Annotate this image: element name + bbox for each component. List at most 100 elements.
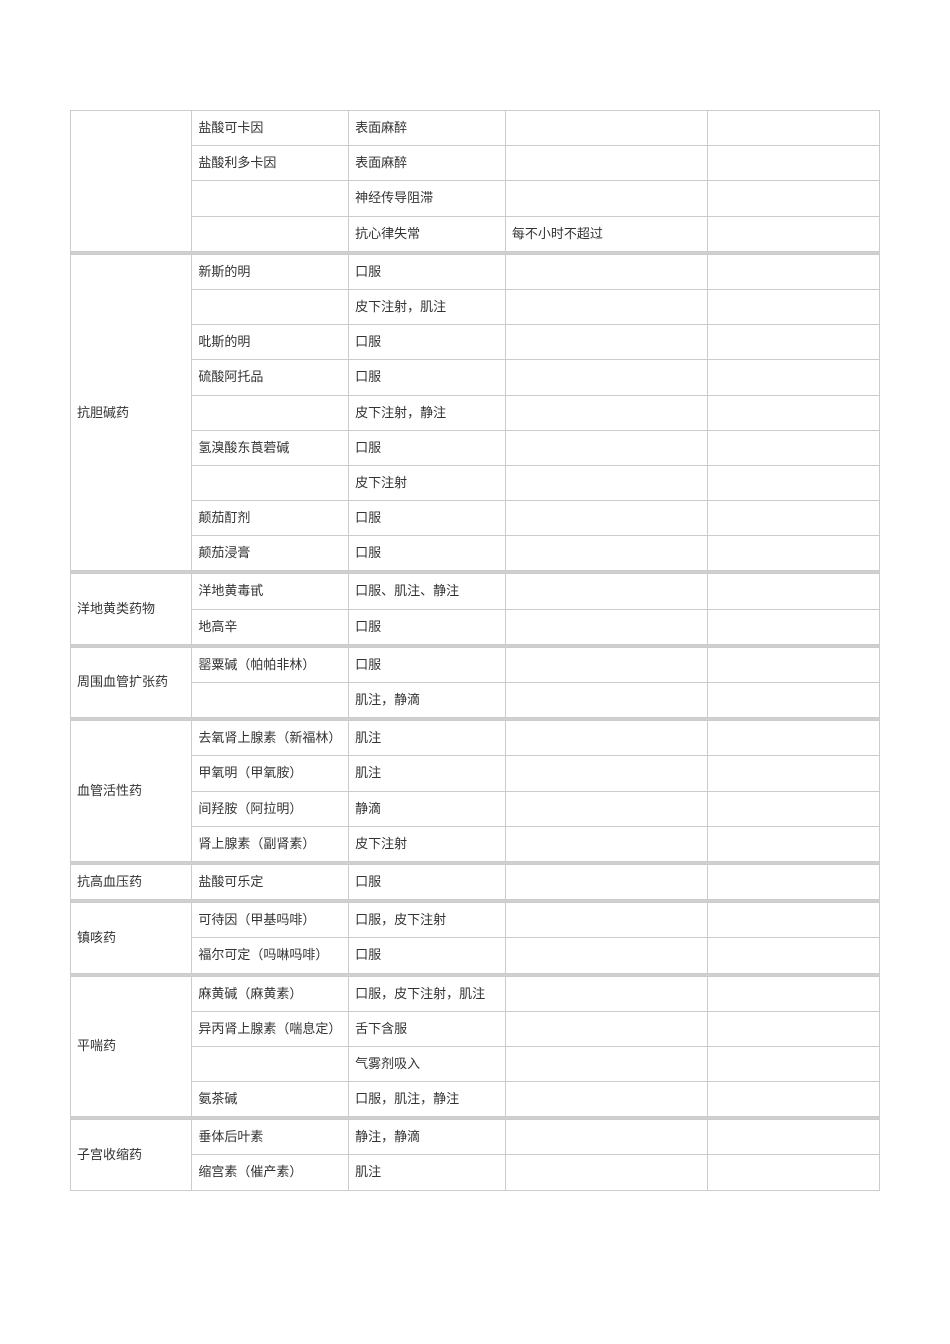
route-cell: 口服 <box>349 864 506 899</box>
drug-name-cell: 麻黄碱（麻黄素） <box>192 976 349 1011</box>
route-cell: 口服 <box>349 430 506 465</box>
note-cell <box>708 903 880 938</box>
dose-cell <box>505 683 707 718</box>
note-cell <box>708 289 880 324</box>
note-cell <box>708 501 880 536</box>
route-cell: 舌下含服 <box>349 1011 506 1046</box>
table-row: 肌注，静滴 <box>71 683 880 718</box>
table-row: 抗高血压药盐酸可乐定口服 <box>71 864 880 899</box>
route-cell: 口服 <box>349 325 506 360</box>
dose-cell <box>505 864 707 899</box>
note-cell <box>708 574 880 609</box>
drug-name-cell: 罂粟碱（帕帕非林） <box>192 647 349 682</box>
drug-name-cell <box>192 181 349 216</box>
drug-name-cell: 肾上腺素（副肾素） <box>192 826 349 861</box>
note-cell <box>708 146 880 181</box>
note-cell <box>708 430 880 465</box>
table-row: 盐酸可卡因表面麻醉 <box>71 111 880 146</box>
route-cell: 表面麻醉 <box>349 146 506 181</box>
route-cell: 肌注 <box>349 756 506 791</box>
note-cell <box>708 325 880 360</box>
route-cell: 静注，静滴 <box>349 1120 506 1155</box>
note-cell <box>708 683 880 718</box>
route-cell: 口服，皮下注射 <box>349 903 506 938</box>
drug-name-cell: 间羟胺（阿拉明） <box>192 791 349 826</box>
table-row: 皮下注射，静注 <box>71 395 880 430</box>
dose-cell <box>505 1082 707 1117</box>
dose-cell <box>505 1120 707 1155</box>
note-cell <box>708 1011 880 1046</box>
dose-cell <box>505 976 707 1011</box>
drug-name-cell: 福尔可定（吗啉吗啡） <box>192 938 349 973</box>
table-row: 颠茄浸膏口服 <box>71 536 880 571</box>
table-row: 皮下注射 <box>71 465 880 500</box>
table-row: 神经传导阻滞 <box>71 181 880 216</box>
table-row: 抗心律失常每不小时不超过 <box>71 216 880 251</box>
dose-cell <box>505 647 707 682</box>
route-cell: 抗心律失常 <box>349 216 506 251</box>
drug-name-cell: 硫酸阿托品 <box>192 360 349 395</box>
table-row: 镇咳药可待因（甲基吗啡）口服，皮下注射 <box>71 903 880 938</box>
route-cell: 口服 <box>349 647 506 682</box>
table-row: 抗胆碱药新斯的明口服 <box>71 254 880 289</box>
category-cell: 洋地黄类药物 <box>71 574 192 644</box>
dose-cell: 每不小时不超过 <box>505 216 707 251</box>
table-row: 血管活性药去氧肾上腺素（新福林）肌注 <box>71 721 880 756</box>
table-row: 间羟胺（阿拉明）静滴 <box>71 791 880 826</box>
note-cell <box>708 1046 880 1081</box>
note-cell <box>708 1120 880 1155</box>
dose-cell <box>505 536 707 571</box>
category-cell: 抗高血压药 <box>71 864 192 899</box>
drug-name-cell: 甲氧明（甲氧胺） <box>192 756 349 791</box>
drug-name-cell: 可待因（甲基吗啡） <box>192 903 349 938</box>
category-cell <box>71 111 192 252</box>
note-cell <box>708 976 880 1011</box>
drug-name-cell: 颠茄浸膏 <box>192 536 349 571</box>
dose-cell <box>505 254 707 289</box>
drug-name-cell: 吡斯的明 <box>192 325 349 360</box>
note-cell <box>708 791 880 826</box>
drug-name-cell: 新斯的明 <box>192 254 349 289</box>
route-cell: 静滴 <box>349 791 506 826</box>
note-cell <box>708 647 880 682</box>
dose-cell <box>505 289 707 324</box>
dose-cell <box>505 721 707 756</box>
dose-cell <box>505 826 707 861</box>
route-cell: 表面麻醉 <box>349 111 506 146</box>
dose-cell <box>505 791 707 826</box>
table-row: 颠茄酊剂口服 <box>71 501 880 536</box>
drug-name-cell <box>192 395 349 430</box>
note-cell <box>708 254 880 289</box>
dose-cell <box>505 903 707 938</box>
dose-cell <box>505 325 707 360</box>
note-cell <box>708 721 880 756</box>
route-cell: 神经传导阻滞 <box>349 181 506 216</box>
dose-cell <box>505 501 707 536</box>
route-cell: 口服 <box>349 501 506 536</box>
table-row: 氨茶碱口服，肌注，静注 <box>71 1082 880 1117</box>
note-cell <box>708 181 880 216</box>
drug-table: 盐酸可卡因表面麻醉盐酸利多卡因表面麻醉神经传导阻滞抗心律失常每不小时不超过抗胆碱… <box>70 110 880 1191</box>
route-cell: 口服 <box>349 254 506 289</box>
drug-name-cell: 异丙肾上腺素（喘息定） <box>192 1011 349 1046</box>
drug-name-cell: 氢溴酸东莨菪碱 <box>192 430 349 465</box>
drug-name-cell: 洋地黄毒甙 <box>192 574 349 609</box>
dose-cell <box>505 360 707 395</box>
table-row: 福尔可定（吗啉吗啡）口服 <box>71 938 880 973</box>
route-cell: 口服、肌注、静注 <box>349 574 506 609</box>
drug-name-cell: 颠茄酊剂 <box>192 501 349 536</box>
table-row: 甲氧明（甲氧胺）肌注 <box>71 756 880 791</box>
note-cell <box>708 216 880 251</box>
dose-cell <box>505 1046 707 1081</box>
note-cell <box>708 609 880 644</box>
table-row: 子宫收缩药垂体后叶素静注，静滴 <box>71 1120 880 1155</box>
table-row: 吡斯的明口服 <box>71 325 880 360</box>
note-cell <box>708 395 880 430</box>
dose-cell <box>505 1011 707 1046</box>
category-cell: 抗胆碱药 <box>71 254 192 571</box>
table-row: 洋地黄类药物洋地黄毒甙口服、肌注、静注 <box>71 574 880 609</box>
route-cell: 口服 <box>349 536 506 571</box>
note-cell <box>708 465 880 500</box>
drug-name-cell <box>192 465 349 500</box>
table-row: 地高辛口服 <box>71 609 880 644</box>
